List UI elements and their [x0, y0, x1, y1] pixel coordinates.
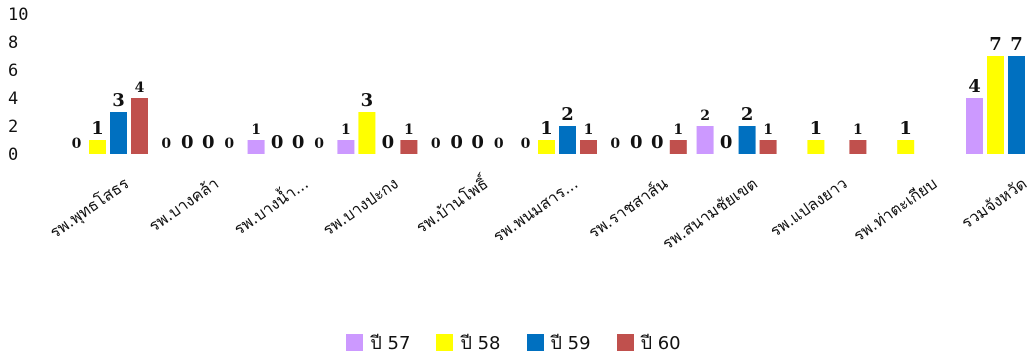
legend-item: ปี 60 [616, 328, 681, 357]
y-tick-label: 6 [8, 61, 18, 81]
data-label: 0 [224, 136, 234, 152]
bar-1-11 [966, 98, 983, 154]
data-label: 1 [584, 122, 594, 138]
y-tick-label: 0 [8, 145, 18, 165]
data-label: 4 [135, 80, 145, 96]
bar-4-1 [131, 98, 148, 154]
category-label: รพ.บางคล้า [145, 174, 222, 236]
data-label: 0 [271, 132, 284, 153]
data-label: 0 [720, 132, 733, 153]
data-label: 2 [561, 104, 574, 125]
data-label: 0 [431, 136, 441, 152]
data-label: 0 [494, 136, 504, 152]
legend-label: ปี 58 [460, 333, 501, 354]
legend: ปี 57 ปี 58 ปี 59 ปี 60 [0, 328, 1027, 357]
bar-4-4 [400, 140, 418, 154]
data-label: 3 [112, 90, 125, 111]
legend-item: ปี 58 [436, 328, 501, 357]
legend-swatch [526, 334, 544, 351]
data-label: 0 [72, 136, 82, 152]
bar-4-8 [759, 140, 777, 154]
data-label: 4 [968, 76, 981, 97]
bar-4-6 [580, 140, 597, 154]
data-label: 2 [741, 104, 754, 125]
category-label: รพ.ราชสาส์น [585, 174, 671, 242]
data-label: 0 [382, 132, 395, 153]
bar-3-11 [1008, 56, 1025, 154]
y-tick-label: 4 [8, 89, 18, 109]
data-label: 0 [202, 132, 215, 153]
data-label: 1 [853, 122, 863, 138]
bar-1-8 [696, 126, 714, 154]
category-label: รพ.บ้านโพธิ์ [411, 171, 493, 237]
category-label: รพ.พนมสาร... [489, 174, 581, 246]
data-label: 0 [292, 132, 305, 153]
legend-item: ปี 59 [526, 328, 591, 357]
legend-swatch [346, 334, 364, 351]
legend-item: ปี 57 [346, 328, 410, 357]
bar-3-8 [738, 126, 756, 154]
data-label: 1 [763, 122, 773, 138]
y-tick-label: 8 [8, 33, 18, 53]
bar-2-11 [987, 56, 1004, 154]
bar-1-3 [247, 140, 265, 154]
data-label: 1 [251, 122, 261, 138]
legend-swatch [616, 334, 634, 351]
legend-label: ปี 57 [370, 333, 411, 354]
bar-4-7 [669, 140, 687, 154]
bar-4-9 [849, 140, 867, 154]
y-tick-label: 2 [8, 117, 18, 137]
data-label: 1 [540, 118, 553, 139]
data-label: 1 [899, 118, 912, 139]
category-label: รพ.บางปะกง [319, 174, 402, 240]
data-label: 0 [314, 136, 324, 152]
data-label: 1 [341, 122, 351, 138]
data-label: 1 [673, 122, 683, 138]
legend-swatch [436, 334, 454, 351]
category-label: รวมจังหวัด [958, 174, 1027, 233]
data-label: 0 [161, 136, 171, 152]
data-label: 1 [810, 118, 823, 139]
data-label: 0 [610, 136, 620, 152]
category-label: รพ.แปลงยาว [766, 174, 850, 241]
data-label: 0 [181, 132, 194, 153]
bar-1-4 [337, 140, 355, 154]
category-label: รพ.ท่าตะเกียบ [850, 174, 941, 245]
bar-3-1 [110, 112, 127, 154]
data-label: 3 [361, 90, 374, 111]
bar-2-1 [89, 140, 106, 154]
data-label: 0 [630, 132, 643, 153]
category-label: รพ.สนามชัยเขต [659, 174, 761, 254]
bar-2-4 [358, 112, 376, 154]
data-label: 0 [471, 132, 484, 153]
category-label: รพ.พุทธโสธร [46, 173, 133, 242]
bar-2-9 [807, 140, 825, 154]
bar-2-10 [897, 140, 915, 154]
bar-3-6 [559, 126, 576, 154]
data-label: 0 [521, 136, 531, 152]
data-label: 2 [700, 108, 710, 124]
y-tick-label: 10 [8, 5, 28, 25]
legend-label: ปี 60 [640, 333, 681, 354]
data-label: 0 [450, 132, 463, 153]
data-label: 7 [1010, 34, 1023, 55]
data-label: 7 [989, 34, 1002, 55]
legend-label: ปี 59 [550, 333, 591, 354]
data-label: 0 [651, 132, 664, 153]
data-label: 1 [404, 122, 414, 138]
bar-2-6 [538, 140, 555, 154]
data-label: 1 [91, 118, 104, 139]
category-label: รพ.บางน้ำ... [229, 172, 312, 239]
